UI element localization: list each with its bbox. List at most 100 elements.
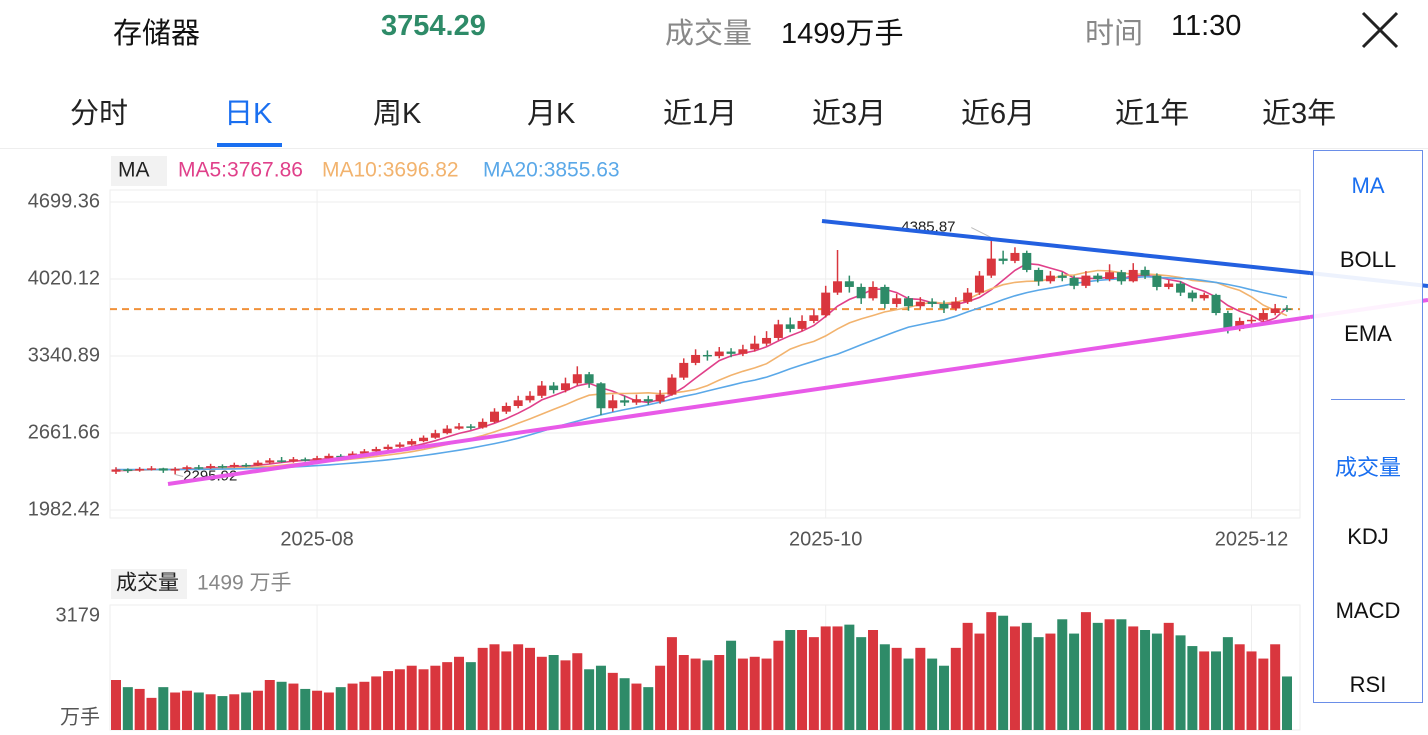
volume-bar [217,696,228,730]
volume-total: 1499 万手 [197,572,292,595]
trend-line [821,219,1310,275]
volume-bar [181,690,192,730]
candle-body [490,411,500,422]
legend-box [111,156,167,186]
tab[interactable]: 近3年 [1262,98,1337,130]
candle-body [1247,319,1257,322]
volume-bar [737,658,748,730]
indicator[interactable]: MA [1351,173,1385,198]
volume-bar [1234,644,1245,730]
indicator[interactable]: BOLL [1339,247,1397,272]
tab[interactable]: 分时 [70,98,129,130]
candle-body [643,399,653,402]
candle-body [442,428,452,434]
legend-entry: MA10:3696.82 [322,159,459,182]
volume-bar [844,624,855,730]
volume-bar [205,694,216,730]
candle-body [773,324,783,338]
candle-body [265,460,275,463]
candle-body [738,349,748,354]
volume-bar [1128,626,1139,730]
candle-body [951,301,961,309]
volume-bar [335,687,346,730]
close-button[interactable] [1360,10,1400,50]
candle-body [714,351,724,357]
volume-bar [678,655,689,730]
candle-body [1140,269,1150,276]
volume-bar [595,665,606,730]
tab-underline [217,143,282,147]
volume-bar [974,633,985,730]
volume-bar [690,658,701,730]
tab[interactable]: 月K [527,98,576,130]
volume-bar [927,658,938,730]
candle-body [206,466,216,468]
volume-bar [489,644,500,730]
volume-bar [122,687,133,730]
candle-body [478,421,488,428]
candle-body [821,292,831,316]
candle-body [797,320,807,329]
candle-body [844,281,854,287]
candle-body [407,441,417,445]
candle-body [974,275,984,293]
candle-body [750,343,760,350]
candle-body [466,426,476,428]
volume-bar [241,692,252,730]
volume-bar [903,658,914,730]
candle-body [1069,277,1079,286]
candle-body [762,337,772,344]
volume-bar [879,644,890,730]
tab[interactable]: 周K [373,98,422,130]
tab[interactable]: 近1月 [663,98,738,130]
candle-body [892,298,902,304]
volume-bar [548,655,559,730]
candle-body [395,444,405,447]
price: 3754.29 [381,10,486,42]
x-tick-label: 2025-10 [789,528,862,550]
x-tick-label: 2025-12 [1215,528,1288,550]
tab[interactable]: 近3月 [812,98,887,130]
tab[interactable]: 日K [224,98,273,130]
y-tick-label: 3340.89 [28,344,100,366]
volume-title: 成交量 [116,572,179,595]
volume-bar [808,637,819,730]
candle-body [182,467,192,469]
indicator[interactable]: MACD [1335,598,1401,623]
candle-body [620,400,630,403]
volume-bar [761,658,772,730]
volume-bar [1211,651,1222,730]
volume-bar [666,637,677,730]
indicator[interactable]: EMA [1344,321,1392,346]
candle-body [655,394,665,402]
candle-body [584,374,594,384]
candle-body [1057,275,1067,278]
candle-body [1022,252,1032,270]
candle-body [903,298,913,307]
volume-bar [430,665,441,730]
volume-bar [170,692,181,730]
volume-bar [288,683,299,730]
volume-bar [631,683,642,730]
volume-bar [524,647,535,730]
legend-entry: MA5:3767.86 [178,159,303,182]
tab[interactable]: 近6月 [961,98,1036,130]
volume-bar [1163,622,1174,730]
volume-bar [1069,633,1080,730]
volume-bar [655,665,666,730]
candle-body [1128,269,1138,282]
indicator[interactable]: 成交量 [1334,455,1401,480]
indicator[interactable]: RSI [1349,672,1387,697]
candle-body [691,354,701,363]
candle-body [419,437,429,442]
volume-bar [394,669,405,730]
candle-body [856,286,866,299]
tab[interactable]: 近1年 [1115,98,1190,130]
volume-bar [193,692,204,730]
indicator[interactable]: KDJ [1347,524,1389,549]
legend-entry: MA20:3855.63 [483,159,620,182]
volume-label: 成交量 [665,18,753,50]
volume-bar [1021,622,1032,730]
candle-body [608,400,618,409]
candle-body [963,292,973,302]
